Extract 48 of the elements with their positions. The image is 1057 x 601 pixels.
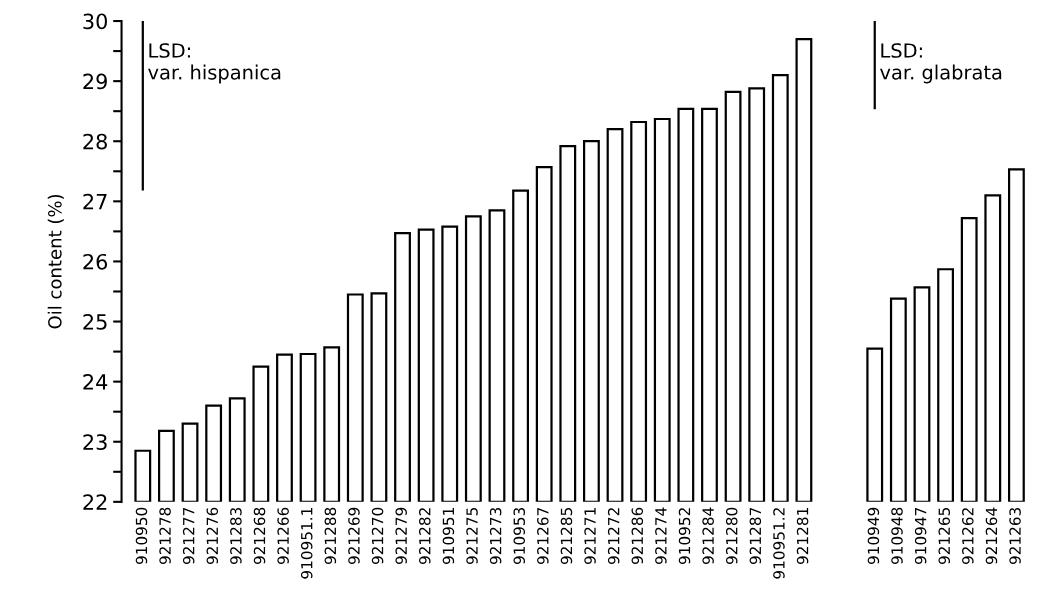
x-tick-label: 921266	[277, 507, 289, 565]
y-tick-label: 27	[83, 193, 107, 210]
y-tick-label: 26	[83, 253, 108, 270]
x-tick-label: 910948	[891, 507, 903, 565]
x-tick-label: 921264	[985, 507, 998, 565]
x-tick-label: 921278	[159, 507, 171, 565]
x-tick-label: 921288	[324, 507, 337, 565]
x-tick-label: 921272	[607, 508, 620, 565]
y-tick-label: 29	[83, 73, 107, 90]
x-tick-label: 921274	[655, 507, 667, 565]
x-tick-label: 921269	[348, 507, 360, 565]
x-tick-label: 921276	[206, 507, 219, 565]
x-tick-label: 910951	[442, 508, 455, 565]
x-tick-label: 921283	[230, 507, 242, 565]
x-tick-label: 921273	[489, 507, 502, 565]
x-tick-label: 910952	[678, 508, 691, 565]
x-tick-label: 921281	[796, 508, 809, 565]
x-tick-label: 921263	[1009, 507, 1021, 565]
x-tick-label: 921277	[182, 508, 195, 565]
x-tick-label: 910950	[135, 507, 148, 565]
x-tick-label: 921280	[725, 507, 738, 565]
y-tick-label: 28	[83, 133, 107, 150]
x-tick-label: 910951.1	[300, 508, 313, 579]
x-tick-label: 921287	[749, 508, 762, 565]
x-tick-label: 921268	[253, 507, 266, 565]
x-tick-label: 910953	[513, 507, 526, 565]
x-tick-label: 921262	[962, 508, 974, 565]
y-tick-label: 22	[83, 494, 107, 510]
x-tick-label: 921265	[938, 508, 951, 565]
x-tick-label: 910951.2	[773, 508, 785, 579]
x-tick-label: 921279	[395, 507, 407, 565]
y-tick-label: 24	[83, 374, 108, 390]
x-tick-label: 921284	[702, 507, 714, 565]
y-axis-title: Oil content (%)	[47, 194, 64, 329]
x-tick-label: 921267	[537, 508, 549, 565]
x-tick-label: 921286	[631, 507, 644, 565]
y-tick-label: 25	[83, 313, 107, 330]
y-tick-label: 23	[83, 434, 107, 450]
annotation: LSD: var. hispanica	[148, 43, 281, 84]
y-tick-label: 30	[83, 13, 107, 30]
x-tick-label: 921270	[371, 507, 384, 565]
x-tick-label: 921282	[419, 508, 431, 565]
annotation: LSD: var. glabrata	[880, 43, 1002, 84]
x-tick-label: 910947	[914, 508, 927, 565]
x-tick-label: 921275	[466, 508, 478, 565]
x-tick-label: 910949	[867, 507, 880, 565]
x-tick-label: 921285	[560, 508, 573, 565]
x-tick-label: 921271	[584, 508, 596, 565]
